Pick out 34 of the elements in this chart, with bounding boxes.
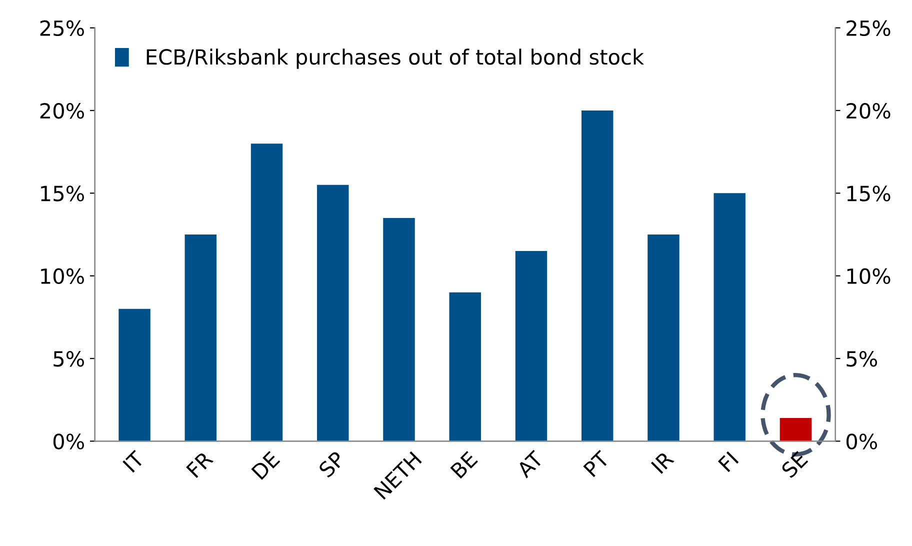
bar xyxy=(118,308,150,442)
x-tick-label: PT xyxy=(583,450,610,478)
y2-tick-label: 20% xyxy=(846,102,890,119)
y2-tick-label: 15% xyxy=(847,186,890,202)
y-tick-label: 0% xyxy=(53,434,84,450)
legend-label: ECB/Riksbank purchases out of total bond stock xyxy=(146,48,644,69)
y2-tick-label: 5% xyxy=(846,350,878,367)
bar xyxy=(714,193,746,442)
x-tick-label: IT xyxy=(122,450,146,473)
x-tick-label: FR xyxy=(186,450,214,478)
x-tick-label: FI xyxy=(718,451,739,472)
bar xyxy=(250,144,283,442)
bar xyxy=(184,234,217,442)
y2-tick-label: 0% xyxy=(846,434,878,450)
x-tick-label: AT xyxy=(516,450,544,479)
bar xyxy=(581,110,614,442)
x-tick-label: IR xyxy=(650,450,674,474)
x-tick-label: DE xyxy=(251,450,280,480)
bar xyxy=(449,292,481,442)
bar xyxy=(317,184,349,442)
y-tick-label: 5% xyxy=(54,350,84,367)
y-tick-label: 10% xyxy=(41,268,84,284)
y2-tick-label: 25% xyxy=(846,20,890,36)
y-tick-label: 20% xyxy=(40,102,84,119)
x-tick-label: BE xyxy=(450,450,478,479)
y2-tick-label: 10% xyxy=(847,268,890,284)
y-tick-label: 15% xyxy=(41,186,84,202)
x-tick-label: SP xyxy=(318,450,346,478)
y-tick-label: 25% xyxy=(40,20,84,36)
x-tick-label: SE xyxy=(780,450,808,479)
bar xyxy=(648,234,680,442)
bar xyxy=(780,418,812,442)
bar xyxy=(383,218,415,442)
bar xyxy=(515,251,548,442)
